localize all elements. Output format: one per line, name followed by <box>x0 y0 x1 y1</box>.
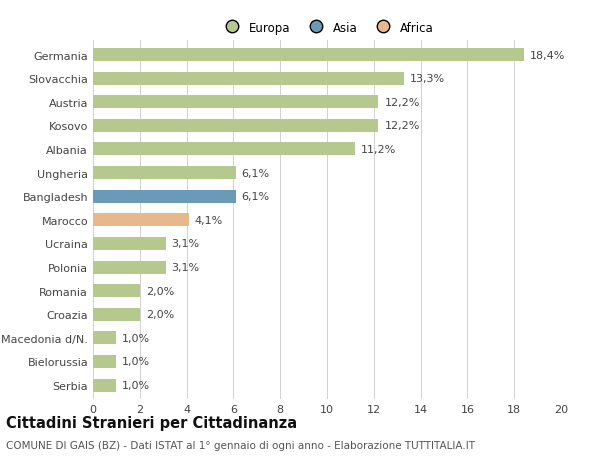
Bar <box>93 285 140 297</box>
Bar <box>93 308 140 321</box>
Text: 12,2%: 12,2% <box>385 121 420 131</box>
Text: 4,1%: 4,1% <box>195 215 223 225</box>
Bar <box>93 73 404 85</box>
Text: 2,0%: 2,0% <box>146 286 174 296</box>
Text: 1,0%: 1,0% <box>122 333 151 343</box>
Bar <box>93 143 355 156</box>
Text: Cittadini Stranieri per Cittadinanza: Cittadini Stranieri per Cittadinanza <box>6 415 297 431</box>
Text: 12,2%: 12,2% <box>385 98 420 107</box>
Bar <box>93 379 116 392</box>
Bar <box>93 331 116 345</box>
Bar <box>93 190 236 203</box>
Text: 6,1%: 6,1% <box>242 168 270 178</box>
Bar <box>93 96 379 109</box>
Text: 3,1%: 3,1% <box>172 263 200 273</box>
Text: 11,2%: 11,2% <box>361 145 396 155</box>
Text: 1,0%: 1,0% <box>122 380 151 390</box>
Bar <box>93 167 236 179</box>
Text: 1,0%: 1,0% <box>122 357 151 367</box>
Text: 18,4%: 18,4% <box>529 50 565 61</box>
Text: 3,1%: 3,1% <box>172 239 200 249</box>
Bar <box>93 49 524 62</box>
Text: 2,0%: 2,0% <box>146 309 174 319</box>
Bar <box>93 237 166 250</box>
Text: 6,1%: 6,1% <box>242 192 270 202</box>
Text: 13,3%: 13,3% <box>410 74 445 84</box>
Text: COMUNE DI GAIS (BZ) - Dati ISTAT al 1° gennaio di ogni anno - Elaborazione TUTTI: COMUNE DI GAIS (BZ) - Dati ISTAT al 1° g… <box>6 440 475 450</box>
Legend: Europa, Asia, Africa: Europa, Asia, Africa <box>215 17 439 39</box>
Bar <box>93 214 189 227</box>
Bar <box>93 261 166 274</box>
Bar <box>93 120 379 133</box>
Bar <box>93 355 116 368</box>
